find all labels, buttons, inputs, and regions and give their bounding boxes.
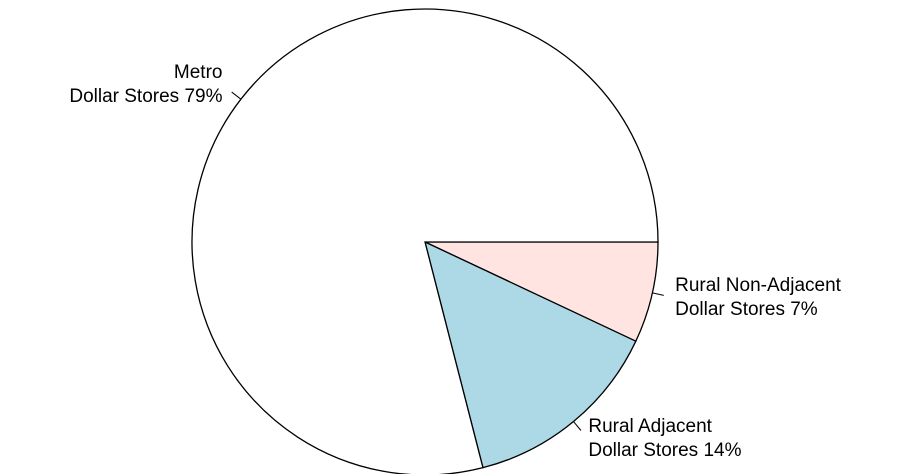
label-tick — [652, 292, 664, 296]
pie-slice — [424, 240, 637, 469]
label-tick — [231, 91, 242, 100]
slice-label: Metro Dollar Stores 79% — [69, 61, 223, 107]
pie-slice — [191, 8, 659, 474]
label-tick — [573, 421, 582, 431]
slice-label: Rural Non-Adjacent Dollar Stores 7% — [675, 274, 841, 320]
pie-slice — [424, 241, 659, 343]
slice-label: Rural Adjacent Dollar Stores 14% — [588, 416, 742, 462]
